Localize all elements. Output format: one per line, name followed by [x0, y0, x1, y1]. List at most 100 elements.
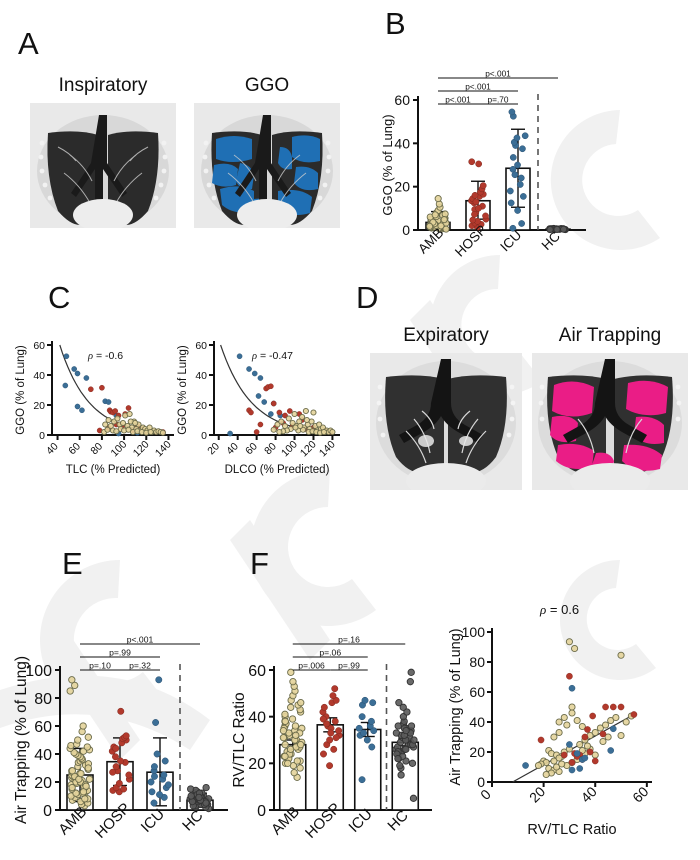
rho-annotation: ρ = -0.6	[87, 350, 123, 362]
data-point	[83, 743, 91, 751]
data-point	[363, 736, 371, 744]
data-point	[320, 703, 328, 711]
data-point	[599, 737, 607, 746]
data-point	[402, 727, 410, 735]
data-point	[360, 729, 368, 737]
data-point	[332, 734, 340, 742]
data-point	[617, 651, 625, 659]
data-point	[296, 764, 304, 772]
data-point	[370, 727, 378, 735]
data-point	[521, 132, 529, 140]
data-point	[82, 782, 90, 790]
panel-f: F 0 20 40 60 AMB HOSP ICU HC RV/TLC Ratio p=.16 p=…	[231, 546, 700, 853]
data-point	[68, 767, 77, 775]
data-point	[581, 733, 589, 741]
data-point	[568, 709, 576, 717]
data-point	[270, 426, 277, 433]
panel-a-image-2: GGO	[194, 76, 340, 228]
data-point	[74, 736, 82, 744]
data-point	[164, 781, 172, 789]
panel-f-scatter: 0 20 40 60 80 100 0 20 40 60 Air Trapping (% of Lu…	[448, 602, 652, 838]
x-tick-label: 80	[262, 440, 279, 457]
pvalue-label: p<.001	[445, 95, 471, 105]
ct-image-expiratory	[370, 353, 522, 490]
data-point	[550, 757, 558, 765]
data-point	[516, 181, 524, 188]
data-point	[119, 419, 127, 427]
panel-f-letter: F	[250, 546, 269, 581]
data-point	[202, 783, 210, 792]
data-point	[112, 763, 120, 771]
data-point	[290, 769, 298, 777]
pvalue-label: p=.99	[338, 661, 360, 671]
data-point	[402, 745, 410, 753]
data-point	[246, 366, 252, 372]
data-point	[161, 757, 169, 765]
data-point	[297, 741, 305, 749]
pvalue-annotation: p=.06	[292, 648, 368, 658]
data-point	[153, 750, 161, 758]
data-point	[67, 741, 75, 750]
data-point	[394, 722, 402, 730]
pvalue-annotation: p=.99	[330, 661, 368, 671]
data-point	[475, 160, 483, 168]
pvalue-label: p=.99	[109, 648, 131, 658]
data-point	[358, 776, 366, 784]
data-point	[114, 415, 121, 422]
y-axis-title: GGO (% of Lung)	[177, 345, 189, 435]
x-tick-label: 120	[131, 438, 152, 459]
x-tick-label: 60	[629, 783, 651, 805]
data-point	[558, 760, 566, 768]
data-point	[257, 375, 264, 381]
data-point	[113, 428, 120, 435]
data-point	[291, 410, 298, 418]
data-point	[109, 768, 117, 776]
data-point	[299, 413, 306, 421]
pvalue-annotation: p=.32	[120, 661, 160, 671]
data-point	[276, 409, 283, 416]
data-point	[253, 429, 260, 435]
data-point	[518, 220, 525, 227]
bar-group-icu	[146, 676, 174, 811]
data-point	[571, 644, 579, 653]
data-point	[293, 757, 301, 765]
y-tick-label: 0	[39, 430, 45, 442]
data-point	[248, 409, 254, 416]
data-point	[586, 748, 594, 756]
data-point	[408, 759, 417, 767]
scatter-series-amb	[101, 410, 166, 436]
data-point	[125, 405, 132, 411]
data-point	[565, 638, 573, 646]
data-point	[159, 429, 166, 436]
data-point	[288, 715, 297, 723]
data-point	[589, 712, 596, 720]
data-point	[330, 745, 338, 753]
data-point	[509, 224, 517, 232]
data-point	[257, 421, 264, 428]
data-point	[286, 745, 295, 753]
bar-group-amb	[66, 676, 94, 811]
y-tick-label: 40	[248, 709, 266, 726]
data-point	[542, 770, 550, 779]
data-point	[581, 754, 589, 762]
data-point	[326, 736, 334, 744]
data-point	[279, 727, 288, 735]
data-point	[279, 734, 288, 742]
pvalue-label: p=.006	[298, 661, 325, 671]
pvalue-annotation: p<.001	[438, 95, 478, 105]
data-point	[368, 743, 376, 751]
data-point	[599, 730, 607, 738]
data-point	[281, 710, 289, 718]
panel-a-image-1: Inspiratory	[30, 76, 176, 228]
data-point	[552, 763, 561, 771]
data-point	[591, 728, 599, 737]
data-point	[105, 399, 112, 405]
x-tick-label: 40	[44, 440, 61, 457]
data-point	[568, 703, 576, 711]
data-point	[112, 744, 120, 752]
data-point	[434, 195, 442, 203]
data-point	[281, 752, 289, 760]
data-point	[507, 199, 515, 207]
data-point	[302, 407, 309, 415]
panel-c-letter: C	[48, 280, 71, 315]
